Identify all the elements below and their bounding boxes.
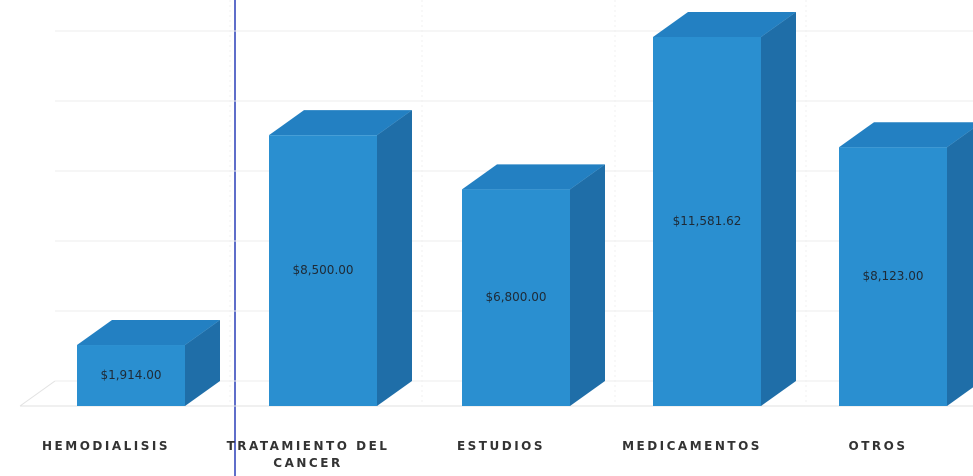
x-tick-label: TRATAMIENTO DEL CANCER — [226, 439, 390, 470]
bar-side — [185, 320, 220, 406]
bar — [839, 147, 947, 406]
bar-top — [77, 320, 220, 346]
value-label: $6,800.00 — [485, 290, 546, 304]
x-tick-label: HEMODIALISIS — [42, 439, 170, 453]
value-label: $11,581.62 — [673, 214, 742, 228]
bar-side — [761, 12, 796, 406]
floor-line — [19, 380, 56, 407]
bar-top — [269, 110, 412, 136]
bar-side — [570, 164, 605, 406]
x-tick-label: MEDICAMENTOS — [622, 439, 762, 453]
bar — [269, 135, 377, 406]
x-tick-label: ESTUDIOS — [456, 439, 546, 453]
value-label: $8,500.00 — [292, 263, 353, 277]
bar-top — [653, 12, 796, 37]
bar-side — [947, 128, 973, 406]
bar — [462, 189, 570, 406]
bar-top — [462, 164, 605, 190]
bar — [653, 37, 761, 406]
x-tick-label: OTROS — [848, 439, 908, 453]
bar-top — [839, 122, 973, 148]
value-label: $8,123.00 — [862, 269, 923, 283]
value-label: $1,914.00 — [100, 368, 161, 382]
bar-side — [377, 110, 412, 407]
bar — [77, 345, 185, 406]
